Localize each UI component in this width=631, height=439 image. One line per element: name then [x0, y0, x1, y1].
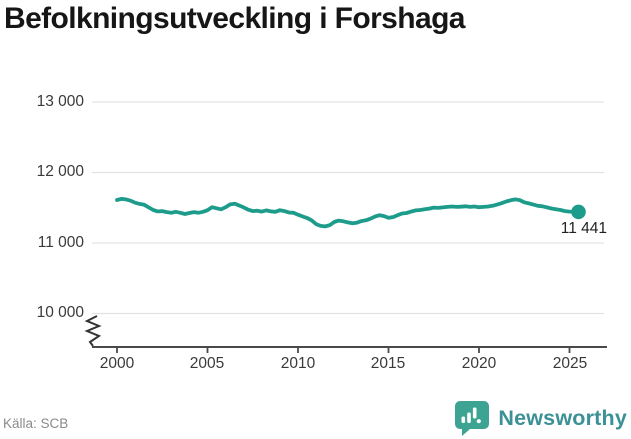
x-tick-label: 2015 — [370, 355, 406, 372]
population-series-line — [115, 197, 581, 229]
y-tick-label: 12 000 — [36, 163, 84, 180]
brand-name: Newsworthy — [498, 405, 627, 430]
last-value-label: 11 441 — [560, 220, 607, 237]
source-credit: Källa: SCB — [3, 416, 69, 431]
x-tick-label: 2020 — [461, 355, 497, 372]
x-tick-label: 2000 — [99, 355, 135, 372]
x-tick-label: 2010 — [280, 355, 316, 372]
x-tick-label: 2025 — [552, 355, 588, 372]
x-tick-label: 2005 — [189, 355, 225, 372]
y-tick-label: 10 000 — [36, 304, 84, 321]
axis-break-icon — [84, 315, 102, 347]
newsworthy-icon — [455, 401, 490, 436]
brand-logo: Newsworthy — [453, 400, 627, 436]
series-end-marker — [571, 204, 586, 220]
page-title: Befolkningsutveckling i Forshaga — [4, 2, 465, 35]
y-tick-label: 13 000 — [36, 93, 84, 110]
y-tick-label: 11 000 — [37, 234, 84, 251]
